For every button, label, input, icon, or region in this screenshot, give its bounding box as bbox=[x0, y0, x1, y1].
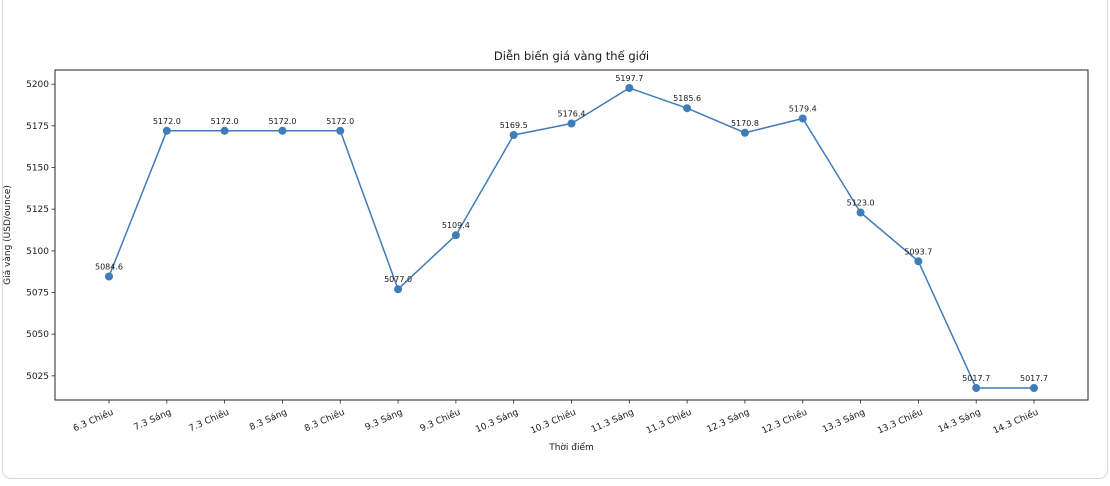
y-tick-label: 5175 bbox=[26, 122, 49, 132]
data-point bbox=[914, 257, 923, 266]
y-tick-label: 5075 bbox=[26, 289, 49, 299]
data-point-label: 5197.7 bbox=[615, 74, 643, 83]
data-point bbox=[567, 119, 576, 128]
y-tick-label: 5200 bbox=[26, 80, 49, 90]
data-point bbox=[625, 84, 634, 92]
data-point bbox=[336, 126, 345, 135]
data-point bbox=[972, 384, 981, 392]
data-point-label: 5109.4 bbox=[442, 221, 470, 230]
data-point-label: 5172.0 bbox=[268, 117, 296, 126]
data-point bbox=[105, 272, 113, 281]
x-tick-label: 13.3 Chiều bbox=[876, 407, 925, 437]
x-tick-label: 7.3 Chiều bbox=[187, 407, 231, 435]
data-point bbox=[394, 285, 403, 294]
data-point-label: 5077.0 bbox=[384, 275, 412, 284]
x-tick-label: 14.3 Chiều bbox=[991, 407, 1040, 437]
data-point bbox=[162, 126, 171, 135]
price-line bbox=[108, 87, 1034, 389]
data-point-label: 5185.6 bbox=[673, 94, 701, 103]
data-point-label: 5172.0 bbox=[211, 117, 239, 126]
data-point-label: 5084.6 bbox=[95, 263, 123, 272]
x-tick-label: 6.3 Chiều bbox=[72, 407, 116, 435]
data-point bbox=[220, 126, 229, 135]
data-point-label: 5176.4 bbox=[558, 110, 586, 119]
y-tick-label: 5100 bbox=[26, 247, 49, 257]
data-point-label: 5123.0 bbox=[847, 199, 875, 208]
x-axis-title: Thời điểm bbox=[549, 443, 594, 453]
y-tick-label: 5125 bbox=[26, 205, 49, 215]
data-point-label: 5172.0 bbox=[326, 117, 354, 126]
x-tick-label: 12.3 Chiều bbox=[760, 407, 809, 437]
data-point bbox=[1030, 384, 1038, 392]
x-tick-label: 14.3 Sáng bbox=[937, 408, 983, 436]
data-point-label: 5017.7 bbox=[1020, 374, 1048, 383]
x-tick-label: 13.3 Sáng bbox=[821, 408, 867, 436]
data-point-label: 5169.5 bbox=[500, 121, 528, 130]
y-axis-title: Giá vàng (USD/ounce) bbox=[3, 185, 13, 285]
x-tick-label: 12.3 Sáng bbox=[705, 408, 751, 436]
data-point bbox=[509, 131, 518, 139]
x-tick-label: 10.3 Chiều bbox=[529, 407, 578, 437]
data-point-label: 5170.8 bbox=[731, 119, 759, 128]
x-tick-label: 11.3 Sáng bbox=[590, 408, 636, 436]
x-tick-label: 8.3 Chiều bbox=[303, 407, 347, 435]
data-point-label: 5179.4 bbox=[789, 105, 817, 114]
x-tick-label: 10.3 Sáng bbox=[474, 408, 520, 436]
data-point bbox=[798, 114, 807, 123]
data-point bbox=[278, 126, 287, 135]
x-tick-label: 8.3 Sáng bbox=[248, 408, 288, 433]
y-tick-label: 5050 bbox=[26, 330, 49, 340]
data-point-label: 5172.0 bbox=[153, 117, 181, 126]
y-tick-label: 5025 bbox=[26, 372, 49, 382]
x-tick-label: 7.3 Sáng bbox=[133, 408, 173, 433]
data-point bbox=[740, 128, 749, 137]
x-tick-label: 9.3 Sáng bbox=[364, 408, 404, 433]
y-tick-label: 5150 bbox=[26, 164, 49, 174]
x-tick-label: 11.3 Chiều bbox=[644, 407, 693, 437]
x-tick-label: 9.3 Chiều bbox=[418, 407, 462, 435]
data-point-label: 5017.7 bbox=[962, 374, 990, 383]
data-point bbox=[856, 208, 865, 217]
data-point-label: 5093.7 bbox=[904, 247, 932, 256]
data-point bbox=[683, 104, 692, 113]
chart-title: Diễn biến giá vàng thế giới bbox=[493, 49, 650, 63]
data-point bbox=[451, 231, 460, 240]
